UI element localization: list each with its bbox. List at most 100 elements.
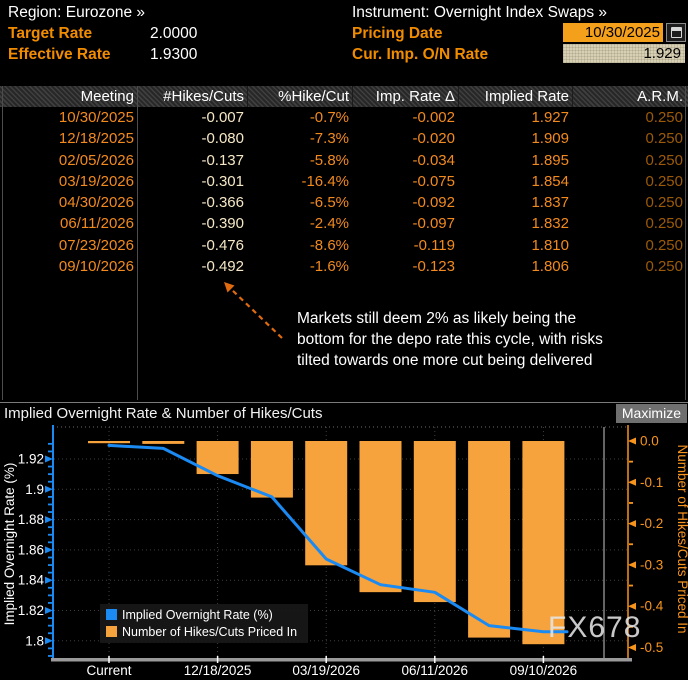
x-axis-label: 06/11/2026 [402,663,469,678]
table-cell: 1.832 [531,215,569,233]
table-cell: 12/18/2025 [58,130,134,148]
chart-section: Implied Overnight Rate & Number of Hikes… [0,402,688,679]
table-row[interactable]: 02/05/2026 -0.137 -5.8% -0.034 1.895 0.250 [0,150,688,171]
table-cell: -16.4% [301,172,349,190]
col-header-meeting[interactable]: Meeting [80,88,134,105]
table-cell: 0.250 [645,258,683,276]
table-cell: -0.137 [201,151,244,169]
table-cell: -0.119 [413,236,455,254]
table-cell: 02/05/2026 [58,151,134,169]
table-cell: 09/10/2026 [58,258,134,276]
table-row[interactable]: 12/18/2025 -0.080 -7.3% -0.020 1.909 0.250 [0,128,688,149]
annotation-line: Markets still deem 2% as likely being th… [297,310,577,327]
table-cell: -0.7% [309,109,349,126]
x-axis-label: 03/19/2026 [292,663,360,678]
table-cell: 1.806 [531,258,569,276]
right-axis-tick: -0.2 [640,516,663,531]
table-row[interactable]: 07/23/2026 -0.476 -8.6% -0.119 1.810 0.250 [0,235,688,256]
col-header-pct-hike-cut[interactable]: %Hike/Cut [247,86,352,107]
left-axis-tick: 1.8 [25,633,44,648]
pricing-date-label: Pricing Date [352,25,443,42]
table-cell: -0.097 [412,215,455,233]
table-cell: 1.927 [531,109,569,126]
table-cell: -1.6% [309,258,349,276]
x-axis-label: Current [86,663,131,678]
table-cell: -6.5% [309,194,349,212]
table-cell: -0.007 [201,109,244,126]
table-cell: -0.002 [412,109,455,126]
table-header-row: Meeting #Hikes/Cuts %Hike/Cut Imp. Rate … [0,86,688,107]
table-cell: -2.4% [309,215,349,233]
target-rate-label: Target Rate [8,25,93,42]
left-axis-tick: 1.82 [18,603,44,618]
legend-label: Implied Overnight Rate (%) [122,608,273,622]
cur-imp-rate-input[interactable]: 1.929 [563,44,685,63]
x-axis-label: 12/18/2025 [184,663,252,678]
annotation-line: bottom for the depo rate this cycle, wit… [297,331,603,348]
pricing-date-input[interactable]: 10/30/2025 [563,23,663,42]
bar-series [88,441,565,645]
instrument-breadcrumb[interactable]: Instrument: Overnight Index Swaps » [352,4,608,21]
table-cell: 10/30/2025 [58,109,134,126]
table-cell: -0.390 [201,215,244,233]
right-axis-tick: -0.3 [640,557,663,572]
table-cell: 0.250 [645,109,683,126]
annotation-line: tilted towards one more cut being delive… [297,352,593,369]
legend-label: Number of Hikes/Cuts Priced In [122,625,297,639]
table-cell: -0.476 [201,236,244,254]
table-column-divider [137,86,138,400]
calendar-button[interactable] [666,23,686,42]
right-axis-tick: -0.5 [640,640,663,655]
table-cell: 0.250 [645,172,683,190]
table-cell: -0.301 [201,172,244,190]
table-cell: 07/23/2026 [58,236,134,254]
cur-imp-rate-label: Cur. Imp. O/N Rate [352,46,489,63]
table-cell: 1.895 [531,151,569,169]
table-cell: 04/30/2026 [58,194,134,212]
table-cell: 0.250 [645,215,683,233]
chart-legend: Implied Overnight Rate (%) Number of Hike… [100,604,308,643]
annotation-text: Markets still deem 2% as likely being th… [297,308,603,371]
table-cell: 0.250 [645,236,683,254]
maximize-button[interactable]: Maximize [615,404,687,423]
left-axis-tick: 1.92 [18,452,44,467]
left-axis-tick: 1.84 [18,573,45,588]
right-axis-tick: -0.1 [640,475,663,490]
table-row[interactable]: 09/10/2026 -0.492 -1.6% -0.123 1.806 0.250 [0,256,688,277]
region-breadcrumb[interactable]: Region: Eurozone » [8,4,146,21]
table-row[interactable]: 04/30/2026 -0.366 -6.5% -0.092 1.837 0.250 [0,192,688,213]
chart-canvas: 1.92 1.9 1.88 1.86 1.84 1.82 1.8 0.0 -0.1 -0.2 -0.… [2,425,688,678]
table-cell: 0.250 [645,151,683,169]
table-cell: -0.034 [412,151,455,169]
table-cell: -0.123 [412,258,455,276]
left-axis-tick: 1.88 [18,512,44,527]
table-cell: -0.075 [412,172,455,190]
table-cell: 0.250 [645,130,683,148]
col-header-implied-rate[interactable]: Implied Rate [458,86,572,107]
table-row[interactable]: 06/11/2026 -0.390 -2.4% -0.097 1.832 0.250 [0,213,688,234]
table-cell: 03/19/2026 [58,172,134,190]
table-row[interactable]: 10/30/2025 -0.007 -0.7% -0.002 1.927 0.250 [0,107,688,128]
table-cell: -0.080 [201,130,244,148]
table-cell: -0.092 [412,194,455,212]
right-axis-title: Number of Hikes/Cuts Priced In [675,444,688,633]
effective-rate-label: Effective Rate [8,46,111,63]
table-cell: -0.492 [201,258,244,276]
calendar-icon [670,27,682,38]
left-axis-tick: 1.9 [25,482,44,497]
table-row[interactable]: 03/19/2026 -0.301 -16.4% -0.075 1.854 0.250 [0,171,688,192]
table-cell: -0.020 [412,130,455,148]
annotation-arrow [224,282,283,339]
table-cell: 1.909 [531,130,569,148]
table-cell: -0.366 [201,194,244,212]
col-header-imp-rate-d[interactable]: Imp. Rate Δ [352,86,458,107]
table-cell: 1.854 [531,172,569,190]
table-cell: 1.810 [531,236,569,254]
left-axis-title: Implied Overnight Rate (%) [2,463,17,626]
right-axis-tick: 0.0 [640,434,659,449]
table-cell: 06/11/2026 [60,215,134,233]
chart-title: Implied Overnight Rate & Number of Hikes… [4,405,323,422]
col-header-arm[interactable]: A.R.M. [572,86,688,107]
table-left-border [2,86,3,400]
